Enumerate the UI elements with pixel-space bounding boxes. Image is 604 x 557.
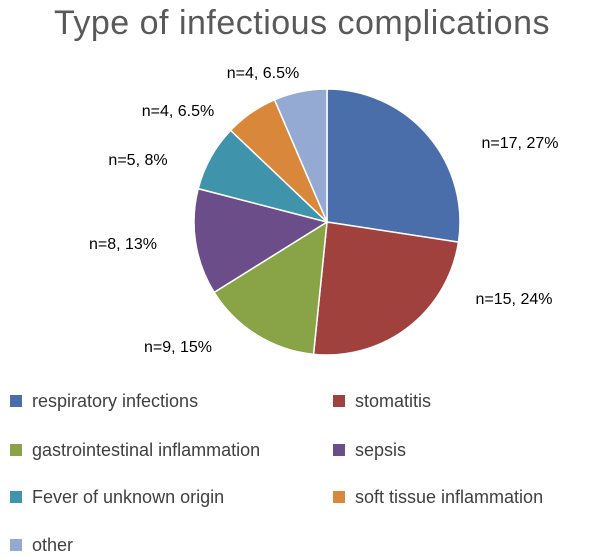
legend-label: respiratory infections <box>32 390 199 411</box>
legend-swatch <box>333 444 345 456</box>
legend-item-stomatitis: stomatitis <box>333 390 431 412</box>
pie-slice-respiratory-infections <box>326 88 461 243</box>
pie-slice-sepsis <box>193 187 329 294</box>
legend-label: gastrointestinal inflammation <box>32 439 261 460</box>
data-label: n=17, 27% <box>482 135 559 152</box>
legend-label: stomatitis <box>355 390 432 411</box>
legend-swatch <box>10 395 22 407</box>
legend-item-respiratory-infections: respiratory infections <box>10 390 198 412</box>
legend-swatch <box>10 444 22 456</box>
legend-swatch <box>10 539 22 551</box>
data-label: n=5, 8% <box>108 152 167 169</box>
legend-swatch <box>10 491 22 503</box>
legend-label: soft tissue inflammation <box>355 486 544 507</box>
data-label: n=8, 13% <box>89 236 157 253</box>
pie-slice-other <box>273 88 328 223</box>
data-label: n=4, 6.5% <box>142 103 215 120</box>
pie-chart: n=17, 27% n=15, 24% n=9, 15% n=8, 13% n=5, 8… <box>89 65 559 356</box>
legend-swatch <box>333 395 345 407</box>
legend-item-soft-tissue-inflammation: soft tissue inflammation <box>333 486 543 508</box>
legend-item-gastrointestinal-inflammation: gastrointestinal inflammation <box>10 439 260 461</box>
pie-slice-gastrointestinal-inflammation <box>213 220 328 356</box>
legend-item-other: other <box>10 534 73 556</box>
data-label: n=9, 15% <box>144 339 212 356</box>
legend-label: Fever of unknown origin <box>32 486 225 507</box>
pie-slice-stomatitis <box>312 221 460 356</box>
data-label: n=4, 6.5% <box>227 65 300 82</box>
legend-label: other <box>32 534 74 555</box>
legend-swatch <box>333 491 345 503</box>
legend-item-fever-of-unknown-origin: Fever of unknown origin <box>10 486 224 508</box>
data-label: n=15, 24% <box>476 291 553 308</box>
legend-label: sepsis <box>355 439 407 460</box>
legend-item-sepsis: sepsis <box>333 439 406 461</box>
chart-title: Type of infectious complications <box>53 4 551 42</box>
